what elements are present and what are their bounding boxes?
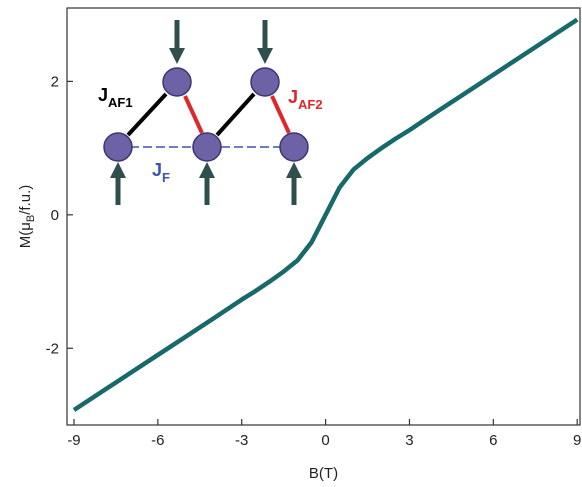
annotation-main: J — [152, 160, 162, 180]
annotation: JF — [152, 160, 170, 185]
atom — [279, 132, 309, 162]
x-tick-label: 9 — [573, 432, 581, 449]
atom — [162, 67, 192, 97]
x-tick-label: 3 — [405, 432, 413, 449]
y-tick-label: -2 — [46, 340, 59, 357]
atom — [103, 132, 133, 162]
plot-frame — [66, 7, 581, 426]
inset-diagram — [103, 20, 309, 205]
x-axis-title: B(T) — [309, 465, 338, 482]
annotation-sub: AF1 — [108, 95, 133, 110]
annotation: JAF2 — [288, 87, 323, 112]
x-tick-label: -3 — [235, 432, 248, 449]
bond — [183, 95, 204, 134]
x-tick-label: 0 — [321, 432, 329, 449]
annotation-main: J — [98, 85, 108, 105]
x-tick-label: -6 — [151, 432, 164, 449]
atom — [192, 132, 222, 162]
bond — [215, 92, 256, 137]
x-tick-label: 6 — [489, 432, 497, 449]
bond — [270, 95, 291, 134]
y-tick-label: 2 — [51, 73, 59, 90]
y-axis-title-part: /f.u.) — [17, 185, 34, 215]
annotation: JAF1 — [98, 85, 133, 110]
bond — [126, 92, 168, 137]
annotation-sub: F — [162, 170, 170, 185]
atom — [250, 67, 280, 97]
y-axis-title-part: B — [25, 215, 37, 222]
data-line — [72, 17, 579, 412]
annotation-main: J — [288, 87, 298, 107]
y-tick-label: 0 — [51, 207, 59, 224]
annotation-sub: AF2 — [298, 97, 323, 112]
y-axis-title: M(μB/f.u.) — [17, 185, 37, 249]
y-axis-title-part: M(μ — [17, 222, 34, 248]
x-tick-label: -9 — [67, 432, 80, 449]
